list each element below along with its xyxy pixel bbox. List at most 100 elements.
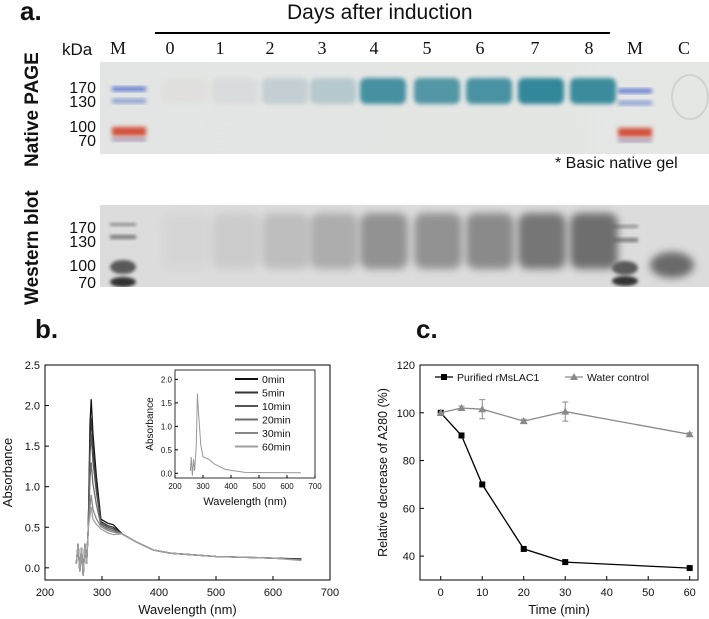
- legend-label: 60min: [262, 442, 291, 454]
- inset-y-tick-label: 1.5: [161, 399, 173, 408]
- native-band: [570, 78, 616, 104]
- y-axis-label: Absorbance: [0, 438, 15, 507]
- plot-frame: [44, 364, 331, 581]
- inset-x-tick-label: 600: [280, 482, 294, 491]
- inset-frame: [174, 369, 316, 479]
- native-page-label: Native PAGE: [22, 52, 43, 167]
- data-point: [685, 430, 694, 438]
- x-tick-label: 50: [642, 587, 654, 599]
- y-tick-label: 40: [403, 551, 415, 563]
- inset-x-tick-label: 400: [224, 482, 238, 491]
- native-band: [414, 78, 460, 104]
- mw-marker: 130: [69, 94, 96, 111]
- x-tick-label: 200: [36, 587, 54, 599]
- a280-chart: 0 10 20 30 40 50 60 40 60 80 100 120 Time (min) Relat…: [376, 360, 699, 617]
- inset-x-axis-label: Wavelength (nm): [203, 496, 286, 508]
- x-tick-label: 300: [93, 587, 111, 599]
- mw-marker: 130: [69, 234, 96, 251]
- series-line: [440, 412, 690, 569]
- mw-marker: 100: [69, 119, 96, 136]
- y-axis-label: Relative decrease of A280 (%): [376, 388, 390, 557]
- x-tick-label: 20: [518, 587, 530, 599]
- y-tick-label: 1.5: [25, 441, 40, 453]
- data-point: [479, 481, 486, 488]
- legend-marker: [441, 374, 447, 380]
- gel-note: * Basic native gel: [555, 155, 678, 172]
- y-tick-label: 120: [397, 360, 415, 372]
- legend-marker: [570, 373, 578, 380]
- legend-label: 5min: [262, 388, 285, 400]
- inset-x-tick-label: 700: [308, 482, 322, 491]
- lane-label: 5: [422, 38, 432, 58]
- lane-label: 2: [265, 38, 275, 58]
- inset-y-tick-label: 0.5: [161, 446, 173, 455]
- western-blot-label: Western blot: [22, 190, 43, 305]
- x-tick-label: 0: [438, 587, 444, 599]
- x-tick-label: 30: [559, 587, 571, 599]
- western-band: [466, 213, 514, 269]
- native-band: [466, 78, 512, 104]
- native-band: [518, 78, 564, 104]
- legend-label: 0min: [262, 374, 285, 386]
- x-tick-label: 600: [264, 587, 282, 599]
- native-band: [262, 78, 308, 104]
- spectrum-line: [75, 506, 302, 576]
- data-point: [686, 565, 693, 572]
- western-band: [310, 213, 358, 269]
- x-axis-label: Time (min): [528, 602, 590, 617]
- y-tick-label: 80: [403, 456, 415, 468]
- panel-b-letter: b.: [35, 314, 59, 344]
- kda-label: kDa: [62, 40, 93, 59]
- legend-label: 10min: [262, 401, 291, 413]
- x-tick-label: 700: [321, 587, 339, 599]
- x-tick-label: 10: [476, 587, 488, 599]
- lane-label: 0: [165, 38, 175, 58]
- data-point: [457, 404, 466, 411]
- lane-label: M: [626, 38, 643, 58]
- western-band: [414, 213, 462, 269]
- western-band: [570, 213, 618, 269]
- data-point: [436, 408, 445, 416]
- data-point: [562, 559, 569, 566]
- y-tick-label: 60: [403, 503, 415, 515]
- uv-spectra-chart: 200 300 400 500 600 700 0.0 0.5 1.0 1.5 2.0 2.5 Wave…: [0, 360, 339, 617]
- y-tick-label: 2.0: [25, 401, 40, 413]
- panel-a-letter: a.: [20, 0, 42, 26]
- spectrum-line: [75, 462, 302, 576]
- native-band: [360, 78, 406, 104]
- inset-y-tick-label: 2.0: [161, 375, 173, 384]
- western-band: [212, 213, 260, 269]
- native-gel-image: [100, 62, 709, 154]
- western-blot-image: [100, 205, 709, 287]
- western-band: [650, 252, 694, 278]
- inset-x-tick-label: 300: [196, 482, 210, 491]
- western-band: [262, 213, 310, 269]
- x-tick-label: 500: [207, 587, 225, 599]
- western-band: [360, 213, 408, 269]
- mw-marker: 170: [69, 80, 96, 97]
- y-tick-label: 0.0: [25, 563, 40, 575]
- data-point: [478, 405, 487, 413]
- lane-label: 8: [584, 38, 594, 58]
- title-underline: [155, 32, 610, 34]
- x-tick-label: 40: [601, 587, 613, 599]
- y-tick-label: 0.5: [25, 522, 40, 534]
- lane-label: M: [109, 38, 126, 58]
- native-band: [162, 78, 208, 104]
- data-point: [561, 407, 570, 415]
- lane-label: 4: [369, 38, 379, 58]
- y-tick-label: 100: [397, 408, 415, 420]
- series-line: [440, 407, 690, 435]
- mw-marker: 70: [78, 275, 96, 292]
- lane-label: 7: [530, 38, 540, 58]
- western-band: [518, 213, 566, 269]
- panel-c-letter: c.: [416, 314, 438, 344]
- mw-marker: 70: [78, 133, 96, 150]
- western-band: [162, 213, 210, 269]
- legend-label: 20min: [262, 415, 291, 427]
- data-point: [520, 545, 527, 552]
- inset-spectrum-line: [189, 393, 302, 476]
- inset-y-tick-label: 1.0: [161, 422, 173, 431]
- lane-label: 6: [475, 38, 485, 58]
